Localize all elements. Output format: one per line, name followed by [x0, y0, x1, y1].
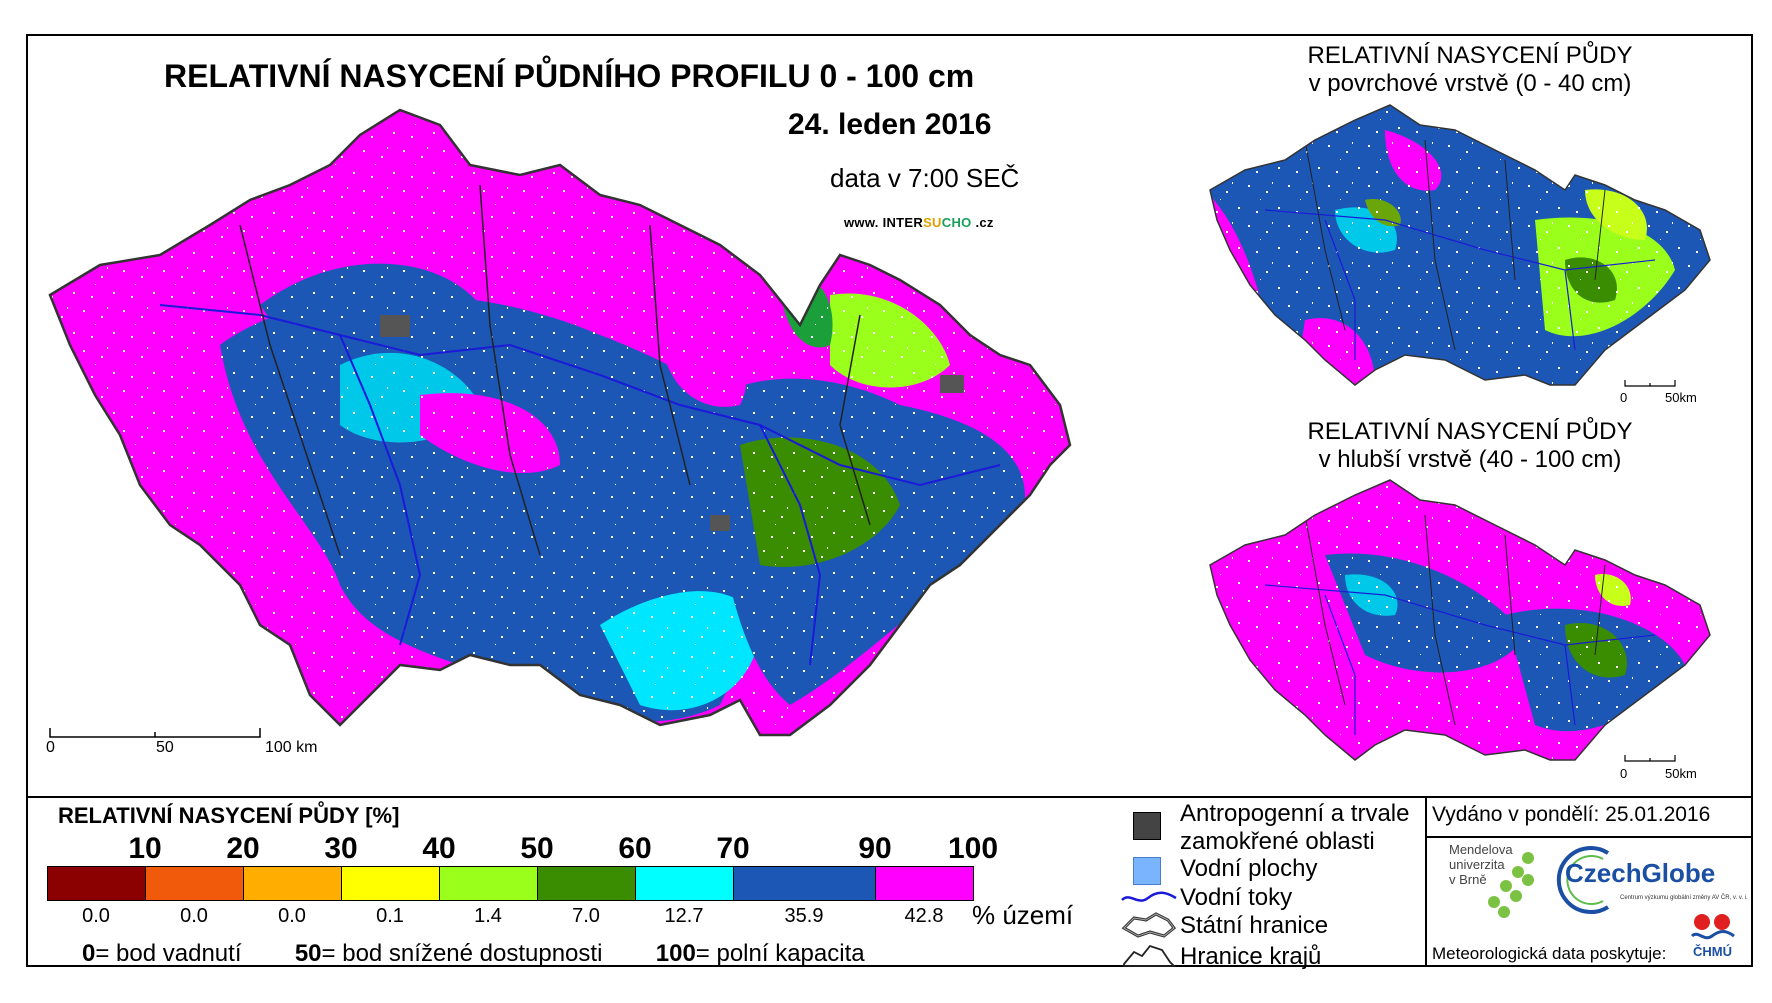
legend-percent: 42.8: [904, 905, 944, 927]
czechglobe-logo-icon: [1556, 846, 1610, 914]
czechglobe-subtitle: Centrum výzkumu globální změny AV ČR, v.…: [1620, 895, 1748, 901]
legend-swatch: [537, 866, 636, 901]
main-scale-100: 100 km: [265, 739, 318, 756]
deep-map: [1209, 479, 1711, 762]
legend-percent: 12.7: [664, 905, 704, 927]
deep-scale-0: 0: [1620, 766, 1628, 781]
legend-percent: 35.9: [784, 905, 824, 927]
legend-tick: 30: [324, 832, 358, 865]
deep-scale-50: 50km: [1665, 766, 1697, 781]
legend-swatch: [733, 866, 876, 901]
state-border-label: Státní hranice: [1180, 912, 1329, 939]
legend-swatch: [47, 866, 146, 901]
legend-tick: 50: [520, 832, 554, 865]
legend-tick: 100: [947, 832, 999, 865]
rivers-label: Vodní toky: [1180, 884, 1293, 911]
territory-percent-label: % území: [972, 900, 1074, 930]
region-border-label: Hranice krajů: [1180, 943, 1322, 970]
legend-swatch: [439, 866, 538, 901]
water-bodies-swatch: [1133, 857, 1161, 885]
state-border-icon: [1121, 912, 1177, 938]
legend-tick: 60: [618, 832, 652, 865]
legend-tick: 70: [716, 832, 750, 865]
page-title: RELATIVNÍ NASYCENÍ PŮDNÍHO PROFILU 0 - 1…: [164, 58, 975, 94]
region-border-icon: [1123, 944, 1177, 967]
legend-percent: 0.1: [376, 905, 404, 927]
legend-swatch: [243, 866, 342, 901]
legend-percent: 7.0: [572, 905, 600, 927]
mendel-logo-text: Mendelova univerzita v Brně: [1449, 842, 1513, 887]
surface-scale-0: 0: [1620, 390, 1628, 405]
river-icon: [1121, 891, 1177, 902]
chmu-logo-icon: [1690, 914, 1735, 940]
legend-divider: [26, 796, 1753, 798]
data-time: data v 7:00 SEČ: [830, 163, 1020, 193]
legend-percent: 0.0: [278, 905, 306, 927]
main-map: [48, 108, 1072, 738]
anthropogenic-label: Antropogenní a trvale zamokřené oblasti: [1180, 800, 1410, 855]
legend-percent: 0.0: [180, 905, 208, 927]
legend-tick: 90: [858, 832, 892, 865]
legend-title: RELATIVNÍ NASYCENÍ PŮDY [%]: [58, 803, 400, 828]
legend-tick: 10: [128, 832, 162, 865]
issued-date: Vydáno v pondělí: 25.01.2016: [1432, 803, 1711, 826]
main-scale-bar: [49, 728, 261, 738]
deep-map-title: RELATIVNÍ NASYCENÍ PŮDY v hlubší vrstvě …: [1307, 418, 1633, 473]
anthropogenic-swatch: [1133, 812, 1161, 840]
main-scale-0: 0: [46, 739, 55, 756]
legend-tick: 40: [422, 832, 456, 865]
meteo-credit: Meteorologická data poskytuje:: [1432, 944, 1667, 963]
legend-swatch: [145, 866, 244, 901]
surface-map-title: RELATIVNÍ NASYCENÍ PŮDY v povrchové vrst…: [1307, 42, 1633, 97]
water-bodies-label: Vodní plochy: [1180, 855, 1318, 882]
main-scale-50: 50: [156, 739, 174, 756]
issued-divider: [1427, 836, 1753, 838]
legend-divider-vertical: [1425, 796, 1427, 967]
mendel-logo-icon: [1488, 852, 1534, 918]
legend-notes: 0= bod vadnutí 50= bod snížené dostupnos…: [82, 940, 865, 967]
legend-swatch: [875, 866, 974, 901]
legend-percent: 0.0: [82, 905, 110, 927]
map-date: 24. leden 2016: [788, 108, 992, 141]
surface-map: [1209, 104, 1711, 387]
legend-swatch: [341, 866, 440, 901]
legend-tick: 20: [226, 832, 260, 865]
chmu-logo: ČHMÚ: [1693, 944, 1732, 959]
legend-swatch: [635, 866, 734, 901]
czechglobe-logo: CzechGlobe: [1565, 858, 1716, 888]
legend-percent: 1.4: [474, 905, 502, 927]
website-link[interactable]: www. INTERSUCHO .cz: [844, 215, 994, 230]
surface-scale-50: 50km: [1665, 390, 1697, 405]
